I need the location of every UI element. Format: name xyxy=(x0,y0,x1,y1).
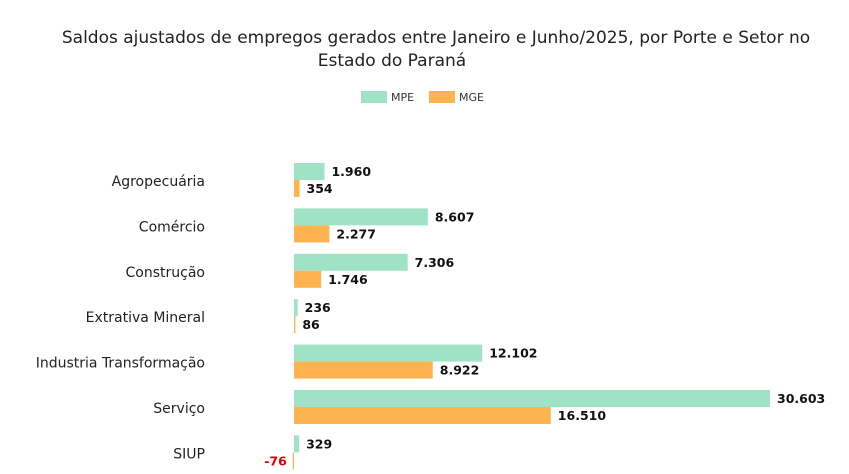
category-label-siup: SIUP xyxy=(173,446,205,462)
bar-mpe-servico xyxy=(294,390,770,407)
bar-mpe-construcao xyxy=(294,253,408,271)
bars xyxy=(292,163,770,470)
legend-label-mge: MGE xyxy=(459,91,484,104)
legend-label-mpe: MPE xyxy=(391,91,414,104)
data-label-mge-construcao: 1.746 xyxy=(328,272,368,287)
data-label-mpe-industria-transformacao: 12.102 xyxy=(489,346,537,361)
data-label-mpe-servico: 30.603 xyxy=(777,391,825,406)
bar-mge-agropecuaria xyxy=(294,180,300,197)
chart-title: Saldos ajustados de empregos gerados ent… xyxy=(62,28,810,71)
bar-mge-siup xyxy=(292,452,294,470)
data-label-mpe-construcao: 7.306 xyxy=(415,255,455,270)
bar-mge-comercio xyxy=(294,225,330,243)
data-label-mpe-agropecuaria: 1.960 xyxy=(331,164,371,179)
category-label-comercio: Comércio xyxy=(139,219,205,235)
data-labels: 1.960 354 8.607 2.277 7.306 1.746 236 86 12.102 8… xyxy=(264,164,825,468)
bar-mge-extrativa-mineral xyxy=(294,316,296,334)
bar-mge-industria-transformacao xyxy=(294,361,433,379)
data-label-mge-servico: 16.510 xyxy=(558,408,607,423)
data-label-mge-industria-transformacao: 8.922 xyxy=(440,363,480,378)
bar-mge-construcao xyxy=(294,270,322,288)
bar-mpe-industria-transformacao xyxy=(294,344,483,362)
chart-title-line-2: Estado do Paraná xyxy=(318,51,466,71)
bar-mge-servico xyxy=(294,407,551,424)
category-label-construcao: Construção xyxy=(126,265,205,281)
legend: MPE MGE xyxy=(361,91,484,104)
category-axis: Agropecuária Comércio Construção Extrativa … xyxy=(36,174,205,462)
data-label-mpe-comercio: 8.607 xyxy=(435,209,475,224)
category-label-extrativa-mineral: Extrativa Mineral xyxy=(86,310,205,326)
legend-swatch-mpe xyxy=(361,91,387,103)
bar-mpe-comercio xyxy=(294,208,428,226)
data-label-mge-siup: -76 xyxy=(264,453,287,468)
bar-mpe-agropecuaria xyxy=(294,163,325,180)
data-label-mge-comercio: 2.277 xyxy=(336,226,376,241)
category-label-servico: Serviço xyxy=(153,401,205,417)
data-label-mpe-siup: 329 xyxy=(306,436,332,451)
data-label-mge-agropecuaria: 354 xyxy=(307,181,333,196)
bar-mpe-extrativa-mineral xyxy=(294,299,298,317)
category-label-industria-transformacao: Industria Transformação xyxy=(36,356,205,372)
bar-mpe-siup xyxy=(294,435,300,453)
data-label-mge-extrativa-mineral: 86 xyxy=(302,317,320,332)
category-label-agropecuaria: Agropecuária xyxy=(112,174,205,190)
chart-title-line-1: Saldos ajustados de empregos gerados ent… xyxy=(62,28,810,48)
legend-swatch-mge xyxy=(429,91,455,103)
data-label-mpe-extrativa-mineral: 236 xyxy=(305,300,331,315)
